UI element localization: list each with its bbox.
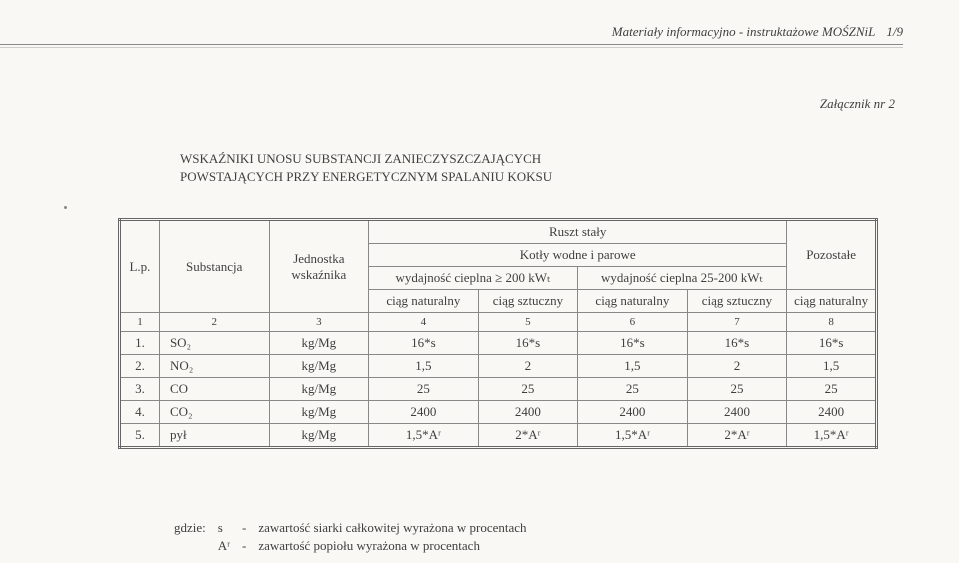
row-val: 2400 [687, 401, 787, 424]
col-header-c5: ciąg sztuczny [478, 290, 578, 313]
row-val: 16*s [787, 332, 877, 355]
row-n: 3. [120, 378, 160, 401]
row-val: 1,5*Aʳ [369, 424, 478, 448]
row-substance: SO₂ [159, 332, 269, 355]
page-header: Materiały informacyjno - instruktażowe M… [612, 24, 903, 40]
col-header-wyd2: wydajność cieplna 25-200 kWₜ [578, 267, 787, 290]
row-val: 2*Aʳ [687, 424, 787, 448]
colnum: 7 [687, 313, 787, 332]
row-val: 16*s [578, 332, 687, 355]
row-unit: kg/Mg [269, 401, 369, 424]
colnum: 3 [269, 313, 369, 332]
colnum: 8 [787, 313, 877, 332]
row-val: 16*s [369, 332, 478, 355]
col-header-other: Pozostałe [787, 220, 877, 290]
row-val: 1,5 [369, 355, 478, 378]
row-substance: CO [159, 378, 269, 401]
row-n: 4. [120, 401, 160, 424]
row-n: 1. [120, 332, 160, 355]
col-header-boilers: Kotły wodne i parowe [369, 244, 787, 267]
col-header-wyd1: wydajność cieplna ≥ 200 kWₜ [369, 267, 578, 290]
row-val: 1,5 [578, 355, 687, 378]
row-substance: NO₂ [159, 355, 269, 378]
legend-symbol: s [218, 520, 240, 536]
document-title: WSKAŹNIKI UNOSU SUBSTANCJI ZANIECZYSZCZA… [180, 150, 552, 185]
row-val: 2400 [369, 401, 478, 424]
row-val: 2400 [787, 401, 877, 424]
row-val: 2 [478, 355, 578, 378]
row-n: 2. [120, 355, 160, 378]
row-val: 2 [687, 355, 787, 378]
row-val: 1,5*Aʳ [787, 424, 877, 448]
row-unit: kg/Mg [269, 424, 369, 448]
stray-dot [64, 206, 67, 209]
header-rule-2 [0, 47, 903, 48]
row-val: 16*s [478, 332, 578, 355]
legend-symbol: Aʳ [218, 538, 240, 554]
row-unit: kg/Mg [269, 332, 369, 355]
title-line-1: WSKAŹNIKI UNOSU SUBSTANCJI ZANIECZYSZCZA… [180, 150, 552, 168]
row-val: 2400 [578, 401, 687, 424]
header-rule-1 [0, 44, 903, 45]
legend-dash: - [242, 538, 256, 554]
col-header-lp: L.p. [120, 220, 160, 313]
colnum: 6 [578, 313, 687, 332]
colnum: 5 [478, 313, 578, 332]
col-header-unit: Jednostka wskaźnika [269, 220, 369, 313]
issue-number: 1/9 [886, 24, 903, 39]
row-val: 25 [787, 378, 877, 401]
row-val: 25 [687, 378, 787, 401]
row-unit: kg/Mg [269, 355, 369, 378]
legend-desc: zawartość popiołu wyrażona w procentach [258, 538, 536, 554]
col-header-substance: Substancja [159, 220, 269, 313]
table-row: 3. CO kg/Mg 25 25 25 25 25 [120, 378, 877, 401]
row-n: 5. [120, 424, 160, 448]
col-header-grate: Ruszt stały [369, 220, 787, 244]
colnum: 1 [120, 313, 160, 332]
row-val: 1,5*Aʳ [578, 424, 687, 448]
colnum: 4 [369, 313, 478, 332]
row-val: 25 [369, 378, 478, 401]
legend-label: gdzie: [174, 520, 216, 536]
table-row: 1. SO₂ kg/Mg 16*s 16*s 16*s 16*s 16*s [120, 332, 877, 355]
row-val: 1,5 [787, 355, 877, 378]
row-val: 25 [478, 378, 578, 401]
table-row: 2. NO₂ kg/Mg 1,5 2 1,5 2 1,5 [120, 355, 877, 378]
column-number-row: 1 2 3 4 5 6 7 8 [120, 313, 877, 332]
legend-desc: zawartość siarki całkowitej wyrażona w p… [258, 520, 536, 536]
col-header-c8: ciąg naturalny [787, 290, 877, 313]
colnum: 2 [159, 313, 269, 332]
row-val: 16*s [687, 332, 787, 355]
row-val: 25 [578, 378, 687, 401]
row-substance: pył [159, 424, 269, 448]
row-val: 2*Aʳ [478, 424, 578, 448]
legend: gdzie: s - zawartość siarki całkowitej w… [172, 518, 539, 556]
table-row: 5. pył kg/Mg 1,5*Aʳ 2*Aʳ 1,5*Aʳ 2*Aʳ 1,5… [120, 424, 877, 448]
row-unit: kg/Mg [269, 378, 369, 401]
attachment-label: Załącznik nr 2 [820, 96, 895, 112]
title-line-2: POWSTAJĄCYCH PRZY ENERGETYCZNYM SPALANIU… [180, 168, 552, 186]
col-header-c4: ciąg naturalny [369, 290, 478, 313]
legend-dash: - [242, 520, 256, 536]
row-val: 2400 [478, 401, 578, 424]
row-substance: CO₂ [159, 401, 269, 424]
emission-factors-table: L.p. Substancja Jednostka wskaźnika Rusz… [118, 218, 878, 449]
table-row: 4. CO₂ kg/Mg 2400 2400 2400 2400 2400 [120, 401, 877, 424]
col-header-c7: ciąg sztuczny [687, 290, 787, 313]
col-header-c6: ciąg naturalny [578, 290, 687, 313]
publication-title: Materiały informacyjno - instruktażowe M… [612, 24, 875, 39]
